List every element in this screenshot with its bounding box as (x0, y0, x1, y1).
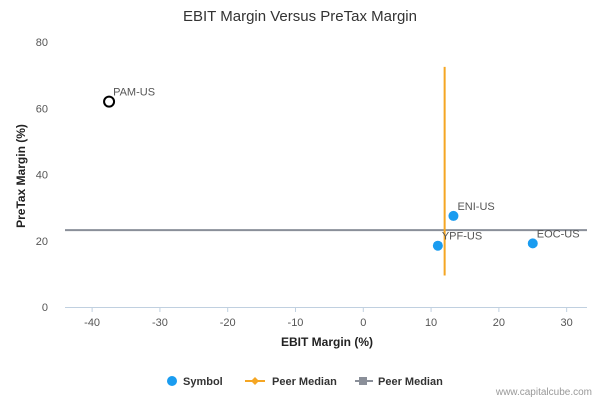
x-axis-title: EBIT Margin (%) (281, 335, 373, 349)
data-points: PAM-US ENI-US YPF-US EOC-US (103, 87, 580, 251)
x-tick-label: -40 (84, 317, 100, 329)
x-axis-ticks: -40 -30 -20 -10 0 10 20 30 (84, 307, 573, 329)
legend-peer-median-y-label: Peer Median (378, 376, 443, 388)
y-axis-title: PreTax Margin (%) (14, 124, 28, 228)
legend-item-symbol[interactable]: Symbol (167, 376, 223, 388)
x-tick-label: 0 (360, 317, 366, 329)
point-label-eni-us: ENI-US (457, 201, 494, 213)
x-tick-label: -20 (220, 317, 236, 329)
y-tick-label: 60 (36, 103, 48, 115)
legend-symbol-label: Symbol (183, 376, 223, 388)
y-tick-label: 0 (42, 302, 48, 314)
x-tick-label: 20 (493, 317, 505, 329)
point-eni-us[interactable] (448, 210, 459, 221)
legend-symbol-marker (167, 376, 177, 386)
point-pam-us[interactable] (103, 95, 116, 108)
legend: Symbol Peer Median Peer Median (167, 376, 443, 388)
point-label-pam-us: PAM-US (113, 87, 155, 99)
point-ypf-us[interactable] (432, 240, 443, 251)
y-tick-label: 20 (36, 236, 48, 248)
x-tick-label: 30 (561, 317, 573, 329)
legend-item-peer-median-x[interactable]: Peer Median (245, 376, 337, 388)
point-eoc-us[interactable] (527, 238, 538, 249)
legend-item-peer-median-y[interactable]: Peer Median (355, 376, 443, 388)
y-tick-label: 80 (36, 37, 48, 49)
legend-orange-marker (251, 377, 259, 385)
point-label-ypf-us: YPF-US (442, 231, 482, 243)
x-tick-label: -30 (152, 317, 168, 329)
peer-median-lines (65, 66, 587, 276)
y-tick-label: 40 (36, 170, 48, 182)
x-tick-label: -10 (288, 317, 304, 329)
legend-gray-marker (359, 377, 367, 385)
y-axis-ticks: 0 20 40 60 80 (36, 37, 48, 314)
point-label-eoc-us: EOC-US (537, 228, 580, 240)
legend-peer-median-x-label: Peer Median (272, 376, 337, 388)
credit-text: www.capitalcube.com (495, 387, 592, 398)
chart-title: EBIT Margin Versus PreTax Margin (183, 8, 417, 25)
x-tick-label: 10 (425, 317, 437, 329)
